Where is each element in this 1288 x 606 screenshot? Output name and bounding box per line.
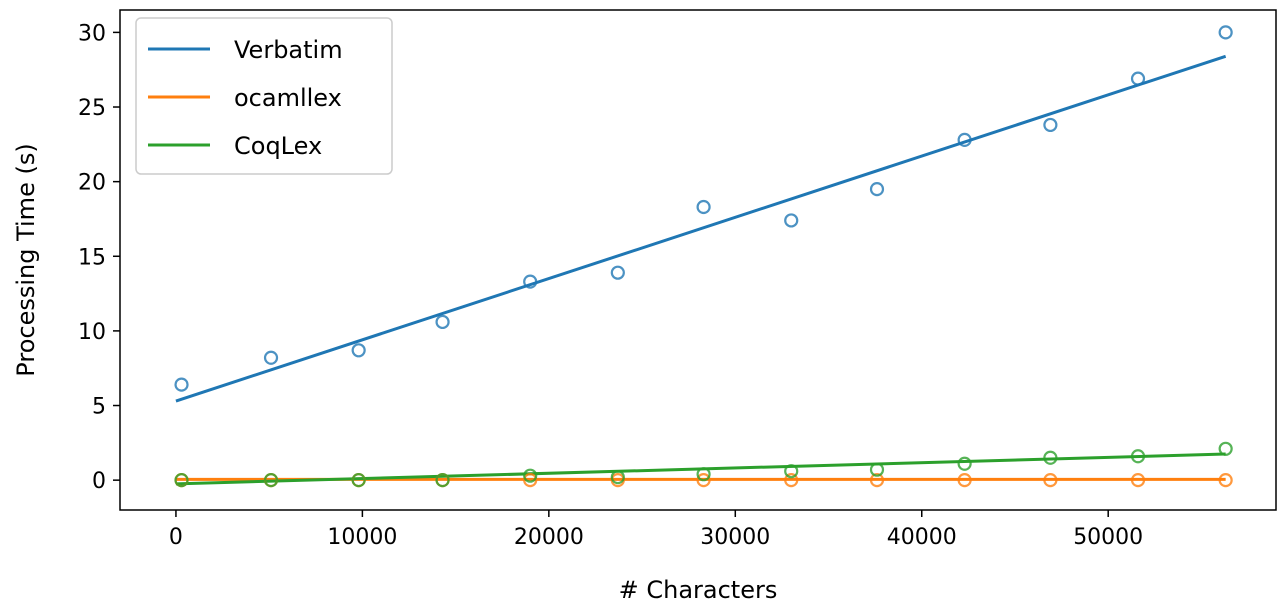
x-tick-label: 20000 (514, 525, 584, 550)
data-point-coqlex (957, 456, 972, 471)
y-tick-label: 5 (92, 395, 106, 420)
y-axis-label: Processing Time (s) (12, 143, 40, 376)
y-axis-ticks: 0 5 10 15 20 25 30 (78, 21, 120, 494)
plot-area-frame (119, 9, 1277, 511)
x-tick-label: 40000 (887, 525, 957, 550)
data-point-verbatim (1130, 71, 1146, 86)
data-point-verbatim (957, 132, 972, 147)
x-tick-label: 50000 (1073, 525, 1143, 550)
data-point-verbatim (435, 314, 450, 330)
data-point-ocamllex (1130, 473, 1146, 488)
data-point-verbatim (1218, 25, 1233, 40)
data-point-coqlex (263, 473, 279, 488)
data-point-coqlex (869, 462, 885, 477)
legend: Verbatim ocamllex CoqLex (135, 17, 393, 175)
data-point-coqlex (1043, 450, 1058, 465)
x-tick-label: 0 (169, 525, 183, 550)
data-point-coqlex (351, 473, 366, 488)
data-point-verbatim (174, 377, 189, 392)
data-point-ocamllex (869, 473, 885, 488)
data-point-verbatim (784, 213, 799, 228)
x-tick-label: 30000 (700, 525, 770, 550)
legend-label-ocamllex: ocamllex (234, 84, 342, 112)
y-tick-label: 0 (92, 469, 106, 494)
data-point-coqlex (435, 473, 450, 488)
y-tick-label: 15 (78, 245, 106, 270)
data-point-verbatim (523, 274, 538, 289)
data-point-ocamllex (523, 473, 538, 488)
legend-label-coqlex: CoqLex (234, 132, 322, 160)
data-point-ocamllex (1218, 473, 1233, 488)
legend-box (135, 17, 393, 175)
data-point-ocamllex (696, 473, 711, 488)
data-point-verbatim (696, 199, 711, 215)
data-point-ocamllex (1043, 473, 1058, 488)
x-tick-label: 10000 (327, 525, 397, 550)
fit-line-verbatim (175, 54, 1227, 403)
y-tick-label: 10 (78, 320, 106, 345)
data-point-verbatim (610, 265, 625, 280)
y-tick-label: 20 (78, 171, 106, 196)
data-point-coqlex (696, 467, 711, 482)
data-point-coqlex (784, 464, 799, 479)
y-tick-label: 30 (78, 21, 106, 46)
data-point-verbatim (263, 350, 279, 365)
data-point-verbatim (869, 182, 885, 197)
x-axis-ticks: 0 10000 20000 30000 40000 50000 (169, 510, 1143, 550)
data-point-ocamllex (957, 473, 972, 488)
data-point-coqlex (610, 470, 625, 485)
data-points (174, 25, 1233, 488)
data-point-coqlex (1218, 441, 1233, 456)
data-point-ocamllex (784, 473, 799, 488)
data-point-coqlex (523, 468, 538, 483)
data-point-coqlex (1130, 449, 1146, 464)
x-axis-label: # Characters (619, 576, 778, 604)
y-tick-label: 25 (78, 96, 106, 121)
data-point-verbatim (1043, 117, 1058, 133)
data-point-coqlex (174, 473, 189, 488)
legend-label-verbatim: Verbatim (234, 36, 343, 64)
data-point-verbatim (351, 343, 366, 358)
